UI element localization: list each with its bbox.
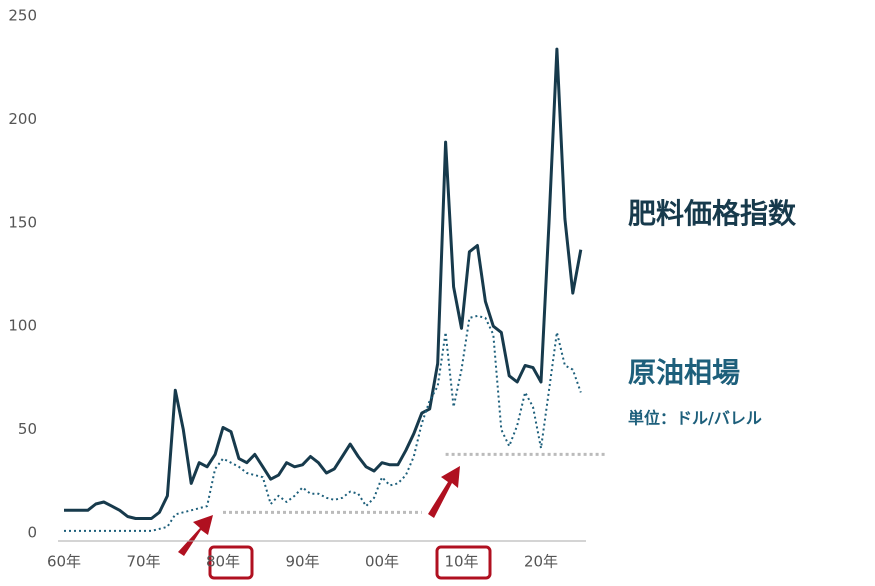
- highlight-box: [435, 545, 492, 580]
- highlight-box: [208, 545, 254, 580]
- y-tick-label: 250: [8, 7, 37, 25]
- x-tick-label: 60年: [47, 553, 81, 571]
- unit-note: 単位：ドル/バレル: [628, 409, 762, 428]
- series-label: 原油相場: [628, 356, 740, 389]
- y-tick-label: 0: [27, 524, 37, 542]
- x-tick-label: 90年: [285, 553, 319, 571]
- x-tick-label: 20年: [524, 553, 558, 571]
- y-tick-label: 200: [8, 110, 37, 128]
- x-tick-label: 00年: [365, 553, 399, 571]
- x-tick-label: 70年: [126, 553, 160, 571]
- x-tick-label: 10年: [444, 553, 478, 571]
- series-label: 肥料価格指数: [628, 197, 797, 230]
- y-tick-label: 50: [18, 420, 37, 438]
- y-tick-label: 100: [8, 317, 37, 335]
- x-tick-label: 80年: [206, 553, 240, 571]
- y-tick-label: 150: [8, 213, 37, 231]
- series-line: [64, 314, 582, 532]
- arrow: [178, 466, 460, 556]
- series-line: [64, 47, 583, 520]
